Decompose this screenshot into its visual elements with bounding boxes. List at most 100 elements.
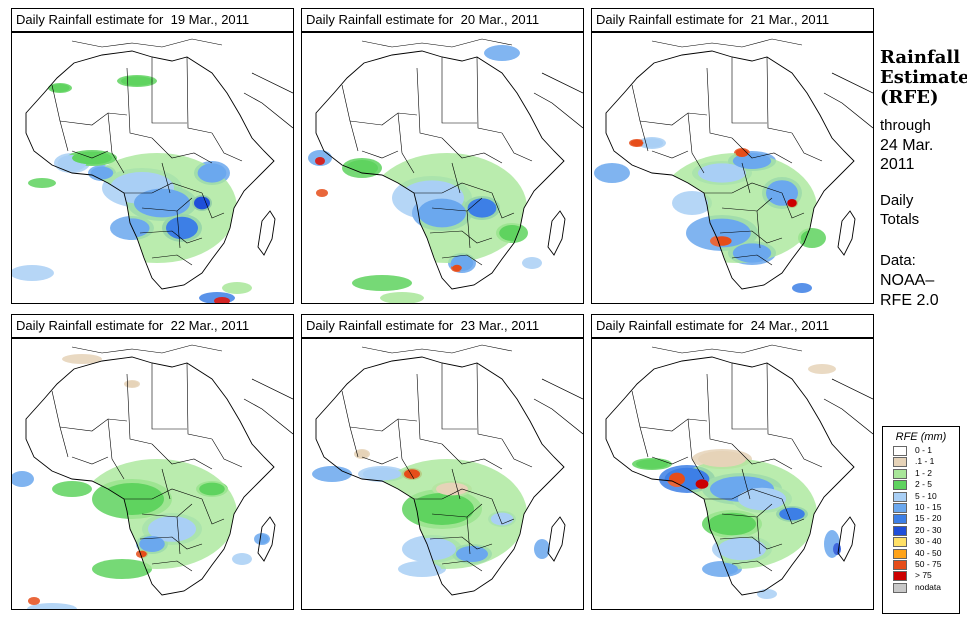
legend-label: 0 - 1 [915, 445, 933, 455]
rainfall-patch [484, 45, 520, 61]
rainfall-patch [452, 264, 462, 272]
coastline [243, 72, 293, 129]
country-border [361, 150, 399, 159]
country-border [651, 150, 689, 159]
legend-swatch [893, 446, 907, 456]
country-border [349, 418, 418, 432]
legend-label: nodata [915, 581, 941, 592]
country-border [466, 210, 471, 249]
country-border [781, 498, 805, 525]
rainfall-patch [735, 149, 749, 157]
legend-item: nodata [893, 582, 959, 593]
country-border [731, 560, 773, 572]
country-border [441, 560, 483, 572]
country-border [416, 67, 443, 139]
rainfall-patch [467, 198, 497, 218]
country-border [756, 210, 761, 249]
totals-label: Daily Totals [880, 192, 920, 228]
country-border [161, 468, 171, 500]
rainfall-patch [312, 466, 352, 482]
map-panel-20-mar: Daily Rainfall estimate for 20 Mar., 201… [301, 8, 584, 304]
country-border [126, 67, 153, 139]
rainfall-patch [148, 516, 196, 542]
rainfall-patch [316, 189, 328, 197]
rainfall-patch [28, 597, 40, 605]
country-border [126, 373, 153, 445]
country-border [429, 230, 493, 244]
legend-item: 15 - 20 [893, 513, 959, 525]
country-border [476, 362, 503, 440]
legend-item: 20 - 30 [893, 525, 959, 536]
country-border [719, 230, 783, 244]
country-border [441, 57, 477, 124]
rainfall-patch [352, 275, 412, 291]
legend-swatch [893, 491, 907, 502]
country-border [501, 132, 533, 162]
rainfall-patch [52, 481, 92, 497]
country-border [71, 456, 109, 465]
legend-label: 2 - 5 [915, 479, 933, 490]
rainfall-patch [594, 163, 630, 183]
country-border [791, 438, 823, 468]
country-border [639, 112, 708, 126]
coastline [823, 378, 873, 435]
map-panel-19-mar: Daily Rainfall estimate for 19 Mar., 201… [11, 8, 294, 304]
rainfall-patch [708, 512, 756, 536]
country-border [397, 112, 415, 174]
country-border [139, 536, 203, 550]
rainfall-patch [362, 467, 402, 481]
country-border [414, 488, 493, 500]
country-border [349, 112, 418, 126]
legend-swatch [893, 548, 907, 559]
legend-label: 5 - 10 [915, 490, 937, 501]
rainfall-patch [636, 459, 668, 469]
country-border [186, 362, 213, 440]
country-border [731, 254, 773, 266]
country-border [704, 488, 783, 500]
country-border [706, 373, 733, 445]
rainfall-patch [490, 512, 514, 526]
rainfall-patch [197, 163, 227, 183]
rainfall-patch [522, 257, 542, 269]
country-border [107, 112, 125, 174]
land-rainfall [316, 450, 549, 576]
country-border [414, 182, 493, 194]
rainfall-patch [695, 479, 709, 489]
country-border [51, 84, 69, 152]
country-border [704, 182, 783, 194]
country-border [731, 137, 793, 164]
legend-swatch [893, 582, 907, 593]
rainfall-map [301, 32, 584, 304]
rainfall-patch [194, 196, 210, 210]
madagascar-outline [837, 516, 856, 562]
legend-swatch [893, 457, 907, 468]
country-border [211, 438, 243, 468]
country-border [441, 254, 483, 266]
rainfall-patch [222, 282, 252, 294]
rainfall-patch [698, 163, 746, 183]
rainfall-patch [50, 84, 70, 92]
legend-title: RFE (mm) [895, 431, 947, 443]
country-border [441, 137, 503, 164]
legend-label: .1 - 1 [915, 456, 935, 467]
country-border [741, 468, 751, 500]
country-border [706, 67, 733, 139]
panel-title: Daily Rainfall estimate for 22 Mar., 201… [11, 314, 294, 338]
rainfall-patch [410, 493, 474, 525]
rainfall-patch [90, 166, 114, 180]
data-source: Data: NOAA– RFE 2.0 [880, 252, 939, 309]
rainfall-patch [355, 450, 369, 458]
legend-item: .1 - 1 [893, 456, 959, 468]
rainfall-patch [92, 559, 152, 579]
panel-title: Daily Rainfall estimate for 23 Mar., 201… [301, 314, 584, 338]
map-panel-22-mar: Daily Rainfall estimate for 22 Mar., 201… [11, 314, 294, 610]
rainfall-patch [166, 216, 198, 240]
rainfall-map [591, 32, 874, 304]
rainfall-map [11, 32, 294, 304]
rainfall-patch [125, 380, 139, 388]
country-border [491, 498, 515, 525]
coastline [361, 344, 513, 354]
madagascar-outline [547, 516, 566, 562]
country-border [51, 390, 69, 458]
